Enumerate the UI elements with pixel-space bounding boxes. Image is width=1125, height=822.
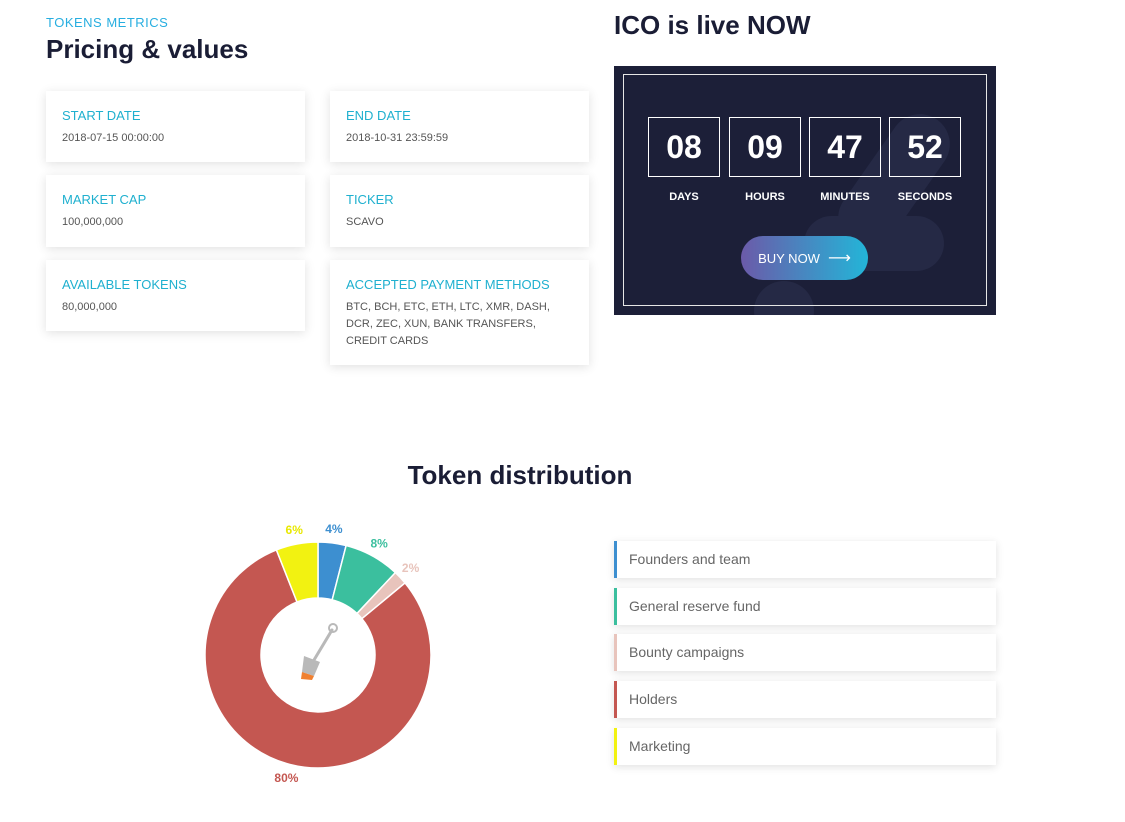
legend-item-marketing: Marketing: [614, 728, 996, 765]
countdown-minutes: 47: [809, 117, 881, 177]
card-value: 2018-10-31 23:59:59: [346, 132, 449, 144]
legend-label: Marketing: [629, 738, 691, 754]
card-label: AVAILABLE TOKENS: [62, 277, 187, 292]
legend-label: General reserve fund: [629, 598, 761, 614]
legend-item-bounty: Bounty campaigns: [614, 634, 996, 671]
countdown-seconds: 52: [889, 117, 961, 177]
pricing-title: Pricing & values: [46, 34, 249, 64]
ico-title: ICO is live NOW: [614, 10, 811, 40]
start-date-card: START DATE 2018-07-15 00:00:00: [46, 91, 305, 162]
slice-label: 80%: [274, 771, 298, 785]
legend-item-reserve: General reserve fund: [614, 588, 996, 625]
slice-marketing: [275, 541, 319, 603]
buy-now-label: BUY NOW: [758, 250, 820, 266]
slice-label: 8%: [371, 537, 389, 551]
section-eyebrow: TOKENS METRICS: [46, 15, 169, 30]
slice-label: 2%: [402, 561, 420, 575]
available-tokens-card: AVAILABLE TOKENS 80,000,000: [46, 260, 305, 331]
slice-label: 4%: [325, 522, 343, 536]
card-label: MARKET CAP: [62, 192, 147, 207]
donut-chart-svg: 4% 8% 2% 80% 6%: [204, 522, 432, 785]
countdown-minutes-label: MINUTES: [820, 191, 870, 203]
arrow-right-icon: ⟶: [827, 250, 851, 267]
card-value: 80,000,000: [62, 301, 118, 313]
legend-label: Founders and team: [629, 551, 751, 567]
card-label: END DATE: [346, 108, 411, 123]
ico-countdown-panel: 08 09 47 52 DAYS HOURS MINUTES SECONDS B…: [614, 66, 996, 315]
countdown-seconds-label: SECONDS: [897, 191, 953, 203]
distribution-title: Token distribution: [407, 460, 633, 490]
slice-label: 6%: [286, 523, 304, 537]
market-cap-card: MARKET CAP 100,000,000: [46, 175, 305, 247]
ticker-card: TICKER SCAVO: [330, 175, 589, 247]
distribution-chart: 4% 8% 2% 80% 6%: [190, 510, 450, 800]
countdown-days: 08: [648, 117, 720, 177]
end-date-card: END DATE 2018-10-31 23:59:59: [330, 91, 589, 162]
slice-holders: [204, 548, 432, 769]
card-value: SCAVO: [346, 216, 384, 228]
ico-inner-frame: 08 09 47 52 DAYS HOURS MINUTES SECONDS B…: [623, 74, 987, 306]
card-label: ACCEPTED PAYMENT METHODS: [346, 277, 550, 292]
countdown-days-label: DAYS: [669, 191, 699, 203]
buy-now-button[interactable]: BUY NOW ⟶: [741, 236, 868, 280]
card-label: START DATE: [62, 108, 141, 123]
card-value: BTC, BCH, ETC, ETH, LTC, XMR, DASH, DCR,…: [346, 301, 550, 347]
card-value: 100,000,000: [62, 216, 124, 228]
card-label: TICKER: [346, 192, 394, 207]
legend-item-founders: Founders and team: [614, 541, 996, 578]
legend-item-holders: Holders: [614, 681, 996, 718]
countdown-hours-label: HOURS: [745, 191, 785, 203]
shovel-icon: [301, 623, 338, 680]
countdown-hours: 09: [729, 117, 801, 177]
card-value: 2018-07-15 00:00:00: [62, 132, 165, 144]
payment-methods-card: ACCEPTED PAYMENT METHODS BTC, BCH, ETC, …: [330, 260, 589, 365]
legend-label: Holders: [629, 691, 678, 707]
legend-label: Bounty campaigns: [629, 644, 745, 660]
